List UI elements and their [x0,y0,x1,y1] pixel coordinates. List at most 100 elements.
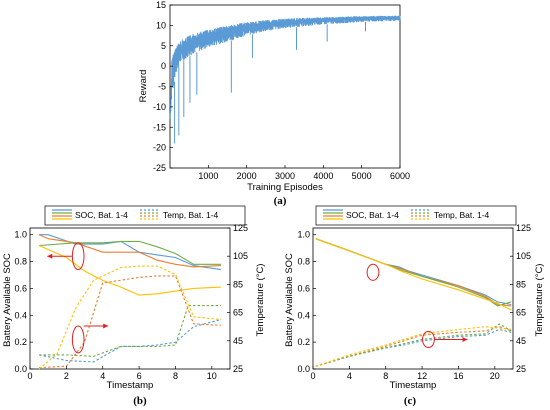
chart-b-y2-tick-label: 105 [233,251,248,261]
x-tick-label: 4000 [313,171,333,181]
chart-c-y2-tick-label: 105 [516,251,531,261]
chart-b-temp-line [38,265,221,370]
chart-b-y2-tick-label: 65 [233,308,243,318]
y-tick-label: 15 [156,0,166,10]
chart-c-annotation-ellipse [366,263,380,281]
x-tick-label: 5000 [352,171,372,181]
chart-c-y2-tick-label: 45 [516,336,526,346]
chart-c-legend-soc: SOC, Bat. 1-4 [346,210,399,220]
chart-a-ylabel: Reward [138,70,149,103]
chart-b-annotation-ellipse [71,242,85,271]
chart-c-annotation-ellipse [422,330,435,349]
chart-c-x-tick-label: 12 [417,371,427,381]
chart-c-panel-label: (c) [404,395,417,407]
chart-b-frame [29,227,231,370]
chart-a-ticks: 1000 2000 3000 4000 5000 6000 -25 -20 -15 -10 -5 0 5… [153,0,410,181]
chart-a-plot-area [169,15,401,144]
chart-b-legend-soc: SOC, Bat. 1-4 [75,210,128,220]
chart-a-xlabel: Training Episodes [247,182,323,193]
chart-c-legend: SOC, Bat. 1-4 Temp, Bat. 1-4 [315,205,517,226]
chart-c-plot-area [315,238,512,367]
chart-b-soc-line [38,244,221,296]
chart-c-y-tick-label: 0.0 [297,364,310,374]
chart-b-x-tick-label: 0 [27,371,32,381]
chart-c: SOC, Bat. 1-4 Temp, Bat. 1-4 0 4 8 12 16 20 0.… [284,205,545,407]
chart-b-annotation-arrowhead [103,323,109,329]
chart-b-y-tick-label: 1.0 [14,230,27,240]
chart-c-y-tick-label: 0.6 [297,283,310,293]
chart-b-y-tick-label: 0.0 [14,364,27,374]
chart-c-y-tick-label: 1.0 [297,230,310,240]
chart-a-panel-label: (a) [274,195,287,207]
chart-b-y2-tick-label: 125 [233,223,248,233]
chart-c-ylabel: Battery Available SOC [284,253,295,347]
chart-b-legend-temp: Temp, Bat. 1-4 [163,210,219,220]
y-tick-label: -5 [158,82,166,92]
chart-c-x-tick-label: 8 [383,371,388,381]
chart-c-x-tick-label: 4 [347,371,352,381]
chart-b-plot-area [38,234,222,370]
x-tick-label: 1000 [198,171,218,181]
chart-b-x-tick-label: 10 [207,371,217,381]
chart-b-temp-line [39,305,221,357]
chart-c-soc-line [315,238,512,311]
chart-a: 1000 2000 3000 4000 5000 6000 -25 -20 -15 -10 -5 0 5… [138,0,410,207]
chart-c-y2-tick-label: 125 [516,223,531,233]
chart-b-y-tick-label: 0.4 [14,310,27,320]
chart-c-temp-line [315,328,512,367]
chart-b: SOC, Bat. 1-4 Temp, Bat. 1-4 0 2 4 6 8 100.00… [2,205,266,407]
chart-b-soc-line [38,234,221,268]
chart-c-legend-temp: Temp, Bat. 1-4 [434,210,490,220]
x-tick-label: 3000 [275,171,295,181]
y-tick-label: 5 [161,41,166,51]
chart-c-y2-tick-label: 85 [516,279,526,289]
reward-band [169,15,401,119]
x-tick-label: 6000 [390,171,410,181]
chart-c-y2-tick-label: 25 [516,364,526,374]
chart-b-y2-tick-label: 25 [233,364,243,374]
chart-c-y-tick-label: 0.4 [297,310,310,320]
chart-b-soc-line [39,240,221,265]
chart-c-ticks: 0 4 8 12 16 20 0.0 0.2 0.4 0.6 0.8 1.0 25 45 65 85 105 12… [297,223,531,381]
chart-c-x-tick-label: 20 [490,371,500,381]
y-tick-label: -25 [153,163,166,173]
chart-c-y2label: Temperature (°C) [534,264,545,337]
chart-c-temp-line [315,326,512,367]
chart-b-ylabel: Battery Available SOC [2,253,13,347]
chart-c-annotation-arrowhead [462,336,468,342]
y-tick-label: 10 [156,20,166,30]
chart-b-x-tick-label: 2 [64,371,69,381]
chart-b-legend: SOC, Bat. 1-4 Temp, Bat. 1-4 [44,205,246,226]
chart-b-annotation-ellipse [71,325,85,354]
chart-b-ticks: 0 2 4 6 8 10 0.0 0.2 0.4 0.6 0.8 1.0 25 45 65 85 105 125 [14,223,248,381]
x-tick-label: 2000 [237,171,257,181]
chart-c-x-tick-label: 0 [310,371,315,381]
chart-b-temp-line [38,319,222,363]
chart-b-x-tick-label: 6 [137,371,142,381]
chart-b-y-tick-label: 0.8 [14,257,27,267]
chart-b-soc-line [39,234,221,271]
chart-c-x-tick-label: 16 [453,371,463,381]
y-tick-label: -10 [153,102,166,112]
chart-b-panel-label: (b) [133,395,147,407]
y-tick-label: -20 [153,143,166,153]
chart-b-y2label: Temperature (°C) [255,264,266,337]
chart-b-xlabel: Timestamp [107,380,154,391]
y-tick-label: 0 [161,61,166,71]
chart-b-x-tick-label: 4 [100,371,105,381]
chart-c-xlabel: Timestamp [390,380,437,391]
chart-b-temp-line [39,275,221,369]
chart-c-y-tick-label: 0.2 [297,337,310,347]
chart-c-y-tick-label: 0.8 [297,257,310,267]
chart-c-y2-tick-label: 65 [516,308,526,318]
y-tick-label: -15 [153,122,166,132]
chart-c-temp-line [315,323,512,367]
chart-b-y2-tick-label: 85 [233,279,243,289]
chart-b-y-tick-label: 0.6 [14,283,27,293]
chart-b-annotation-arrowhead [47,253,53,259]
chart-b-y2-tick-label: 45 [233,336,243,346]
chart-c-temp-line [315,326,512,367]
chart-b-x-tick-label: 8 [173,371,178,381]
chart-b-y-tick-label: 0.2 [14,337,27,347]
